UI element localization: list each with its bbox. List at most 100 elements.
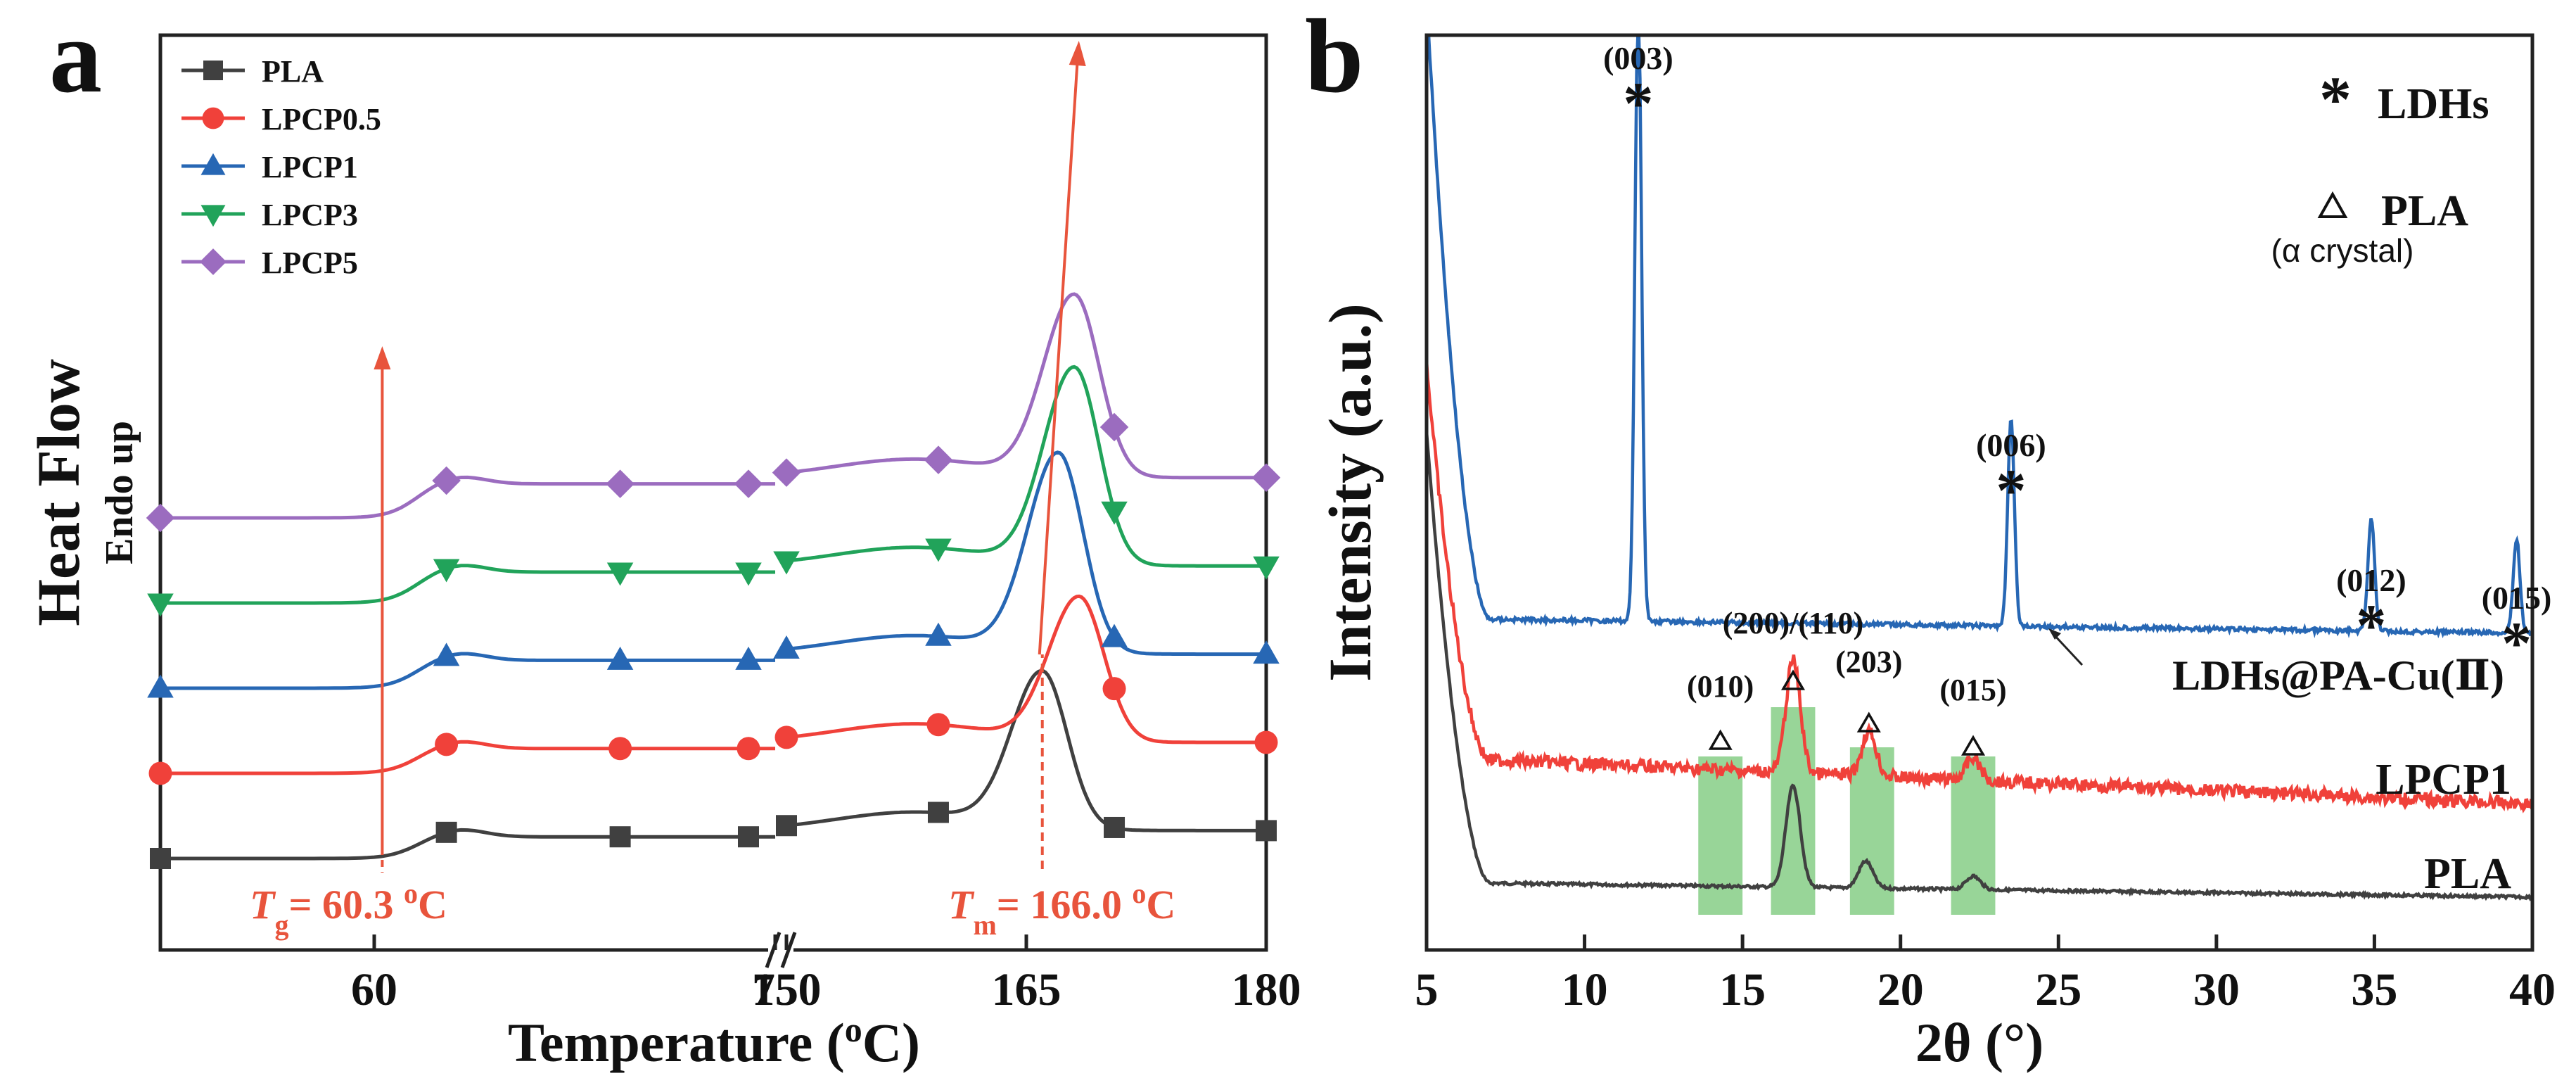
xrd-curve-LDHs@PA-Cu(Ⅱ) xyxy=(1427,34,2533,639)
tick-label: 150 xyxy=(752,964,822,1015)
ldh-star-marker: * xyxy=(1623,70,1653,137)
panel-a-frame xyxy=(158,33,1268,952)
data-point-LPCP5 xyxy=(924,445,953,474)
data-point-LPCP3 xyxy=(1101,501,1128,525)
data-point-LPCP1 xyxy=(147,674,174,698)
data-point-PLA xyxy=(609,826,631,848)
data-point-LPCP3 xyxy=(606,562,634,586)
legend-entry-LPCP3: LPCP3 xyxy=(262,198,358,232)
data-point-LPCP5 xyxy=(772,458,801,487)
data-point-LPCP1 xyxy=(735,646,762,670)
panel-b-peak-labels: (003)*(006)*(012)* (015)*(010)(200)/(110)… xyxy=(1603,40,2551,756)
data-point-PLA xyxy=(776,815,797,837)
tm-arrow-line xyxy=(1038,59,1079,655)
panel-b-legend: * LDHs PLA (α crystal) xyxy=(2271,63,2489,269)
data-point-LPCP3 xyxy=(433,559,460,583)
data-point-LPCP1 xyxy=(925,622,952,646)
panel-b-frame xyxy=(1424,33,2534,952)
panel-a-x-axis-title: Temperature (oC) xyxy=(508,1010,920,1073)
panel-b-x-ticks: 5 10 15 20 25 30 35 40 xyxy=(1415,934,2556,1015)
data-point-LPCP1 xyxy=(1253,640,1280,664)
legend-star-symbol: * xyxy=(2319,63,2352,135)
data-point-PLA xyxy=(1104,816,1126,838)
dsc-curve-right-LPCP5 xyxy=(786,292,1264,480)
data-point-PLA xyxy=(150,848,171,869)
dsc-curve-right-LPCP0.5 xyxy=(786,594,1264,744)
peak-index-label: (012) xyxy=(2336,562,2406,598)
tick-label: 165 xyxy=(992,964,1061,1015)
panel-b: b 5 10 15 20 25 30 35 40 2θ (°) Intensity (a.u.… xyxy=(1305,0,2556,1073)
legend-marker-LPCP5 xyxy=(200,248,227,275)
ldh-star-marker: * xyxy=(1996,457,2026,524)
series-label-ldh: LDHs@PA-Cu(Ⅱ) xyxy=(2172,652,2504,699)
panel-b-y-axis-title: Intensity (a.u.) xyxy=(1316,303,1384,682)
data-point-LPCP5 xyxy=(1251,463,1281,493)
tick-label: 5 xyxy=(1415,964,1439,1015)
tg-label: Tg= 60.3 oC xyxy=(250,877,447,941)
legend-marker-LPCP0.5 xyxy=(202,107,224,129)
tick-label: 60 xyxy=(351,964,397,1015)
xrd-curve-PLA xyxy=(1424,431,2534,901)
legend-triangle-text: PLA xyxy=(2381,187,2468,235)
data-point-LPCP0.5 xyxy=(608,737,632,761)
legend-entry-LPCP1: LPCP1 xyxy=(262,150,358,184)
xrd-curve-LPCP1 xyxy=(1424,360,2534,813)
data-point-LPCP0.5 xyxy=(774,725,798,749)
panel-b-highlight-bands xyxy=(1698,707,1996,915)
legend-entry-PLA: PLA xyxy=(262,54,324,89)
tick-label: 25 xyxy=(2035,964,2081,1015)
peak-index-label: (203) xyxy=(1835,645,1902,679)
dsc-curve-left-LPCP5 xyxy=(160,475,775,520)
tm-label: Tm= 166.0 oC xyxy=(948,877,1175,941)
legend-entry-LPCP0.5: LPCP0.5 xyxy=(262,102,381,137)
data-point-LPCP0.5 xyxy=(148,761,172,785)
data-point-LPCP1 xyxy=(1101,623,1128,647)
data-point-LPCP0.5 xyxy=(1254,730,1278,754)
tick-label: 30 xyxy=(2193,964,2240,1015)
dsc-curve-left-LPCP3 xyxy=(160,564,775,605)
panel-a-y-axis-subtitle: Endo up xyxy=(98,421,141,564)
dsc-curve-left-LPCP1 xyxy=(160,652,775,690)
panel-a-annotations xyxy=(374,41,1086,873)
peak-index-label: (010) xyxy=(1687,669,1754,704)
data-point-LPCP1 xyxy=(606,646,634,670)
data-point-PLA xyxy=(927,801,949,823)
dsc-curve-left-PLA xyxy=(160,828,775,861)
tick-label: 75 xyxy=(752,964,798,1015)
peak-index-label: (015) xyxy=(1939,673,2006,707)
peak-index-label: (200)/(110) xyxy=(1723,606,1863,640)
data-point-LPCP5 xyxy=(1099,412,1129,442)
tick-label: 20 xyxy=(1877,964,1924,1015)
dsc-curve-right-LPCP1 xyxy=(786,450,1264,657)
axis-break-mark xyxy=(765,932,797,968)
tick-label: 35 xyxy=(2351,964,2397,1015)
legend-entry-LPCP5: LPCP5 xyxy=(262,246,358,280)
data-point-PLA xyxy=(1256,820,1277,842)
dsc-curve-right-LPCP3 xyxy=(786,365,1264,568)
panel-b-x-axis-title: 2θ (°) xyxy=(1915,1012,2043,1073)
data-point-PLA xyxy=(738,826,759,848)
data-point-LPCP0.5 xyxy=(926,713,950,737)
series-label-pla: PLA xyxy=(2424,850,2511,898)
legend-star-text: LDHs xyxy=(2378,80,2489,128)
pla-triangle-marker xyxy=(1856,711,1881,733)
panel-a-legend: PLA LPCP0.5 LPCP1 LPCP3 LPCP5 xyxy=(181,54,381,280)
data-point-LPCP5 xyxy=(734,469,763,498)
data-point-LPCP3 xyxy=(147,593,174,617)
data-point-PLA xyxy=(435,821,457,843)
data-point-LPCP0.5 xyxy=(435,733,459,756)
dsc-curve-right-PLA xyxy=(786,668,1264,832)
data-point-LPCP3 xyxy=(1253,556,1280,580)
pla-triangle-marker xyxy=(1708,729,1733,750)
panel-b-curves xyxy=(1424,34,2534,901)
panel-a-label: a xyxy=(49,0,102,115)
legend-triangle-note: (α crystal) xyxy=(2271,232,2414,269)
peak-index-label: (003) xyxy=(1603,40,1673,76)
tick-label: 15 xyxy=(1719,964,1766,1015)
legend-marker-LPCP3 xyxy=(200,205,226,227)
ldh-label-arrow xyxy=(2048,628,2084,666)
data-point-LPCP3 xyxy=(773,551,800,575)
